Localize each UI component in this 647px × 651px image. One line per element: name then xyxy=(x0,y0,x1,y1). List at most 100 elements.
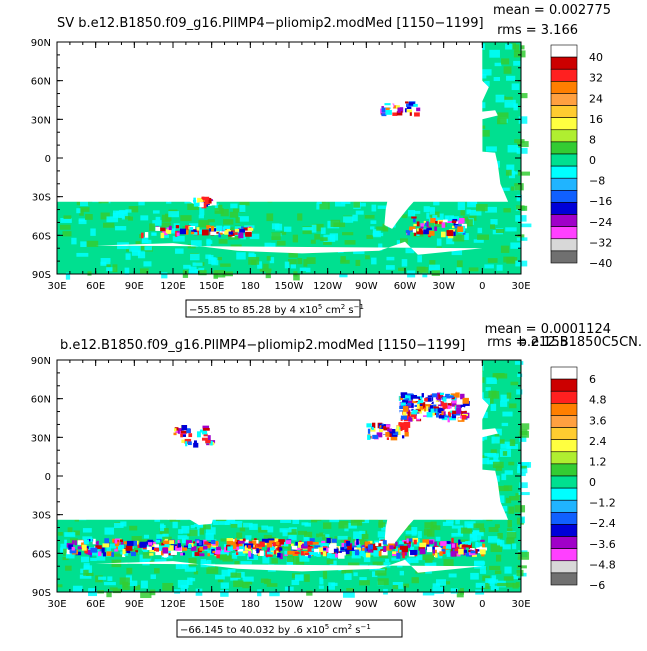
colorbar-swatch xyxy=(550,439,578,453)
lat-tick-label: 30N xyxy=(31,115,51,126)
lon-tick-label: 60W xyxy=(394,281,417,292)
eddy-activity xyxy=(141,101,467,239)
lon-tick-label: 30E xyxy=(47,599,66,610)
lat-tick-label: 30S xyxy=(32,511,51,522)
colorbar-label: −1.2 xyxy=(589,497,616,510)
colorbar-swatch xyxy=(550,427,578,440)
colorbar-label: −8 xyxy=(589,175,605,188)
lat-tick-label: 0 xyxy=(45,472,51,483)
colorbar: 6 4.8 3.6 2.4 1.2 0 −1.2 −2.4 −3.6 −4.8 −6 xyxy=(550,366,616,592)
lat-tick-label: 60N xyxy=(31,77,51,88)
lon-tick-label: 30E xyxy=(511,599,530,610)
colorbar-label: 2.4 xyxy=(589,435,607,448)
lat-tick-label: 90N xyxy=(31,38,51,49)
range-text: −66.145 to 40.032 by .6 x105 cm2 s−1 xyxy=(180,623,371,636)
colorbar-label: 0 xyxy=(589,476,596,489)
lat-tick-label: 60S xyxy=(32,549,51,560)
lon-tick-label: 120E xyxy=(160,281,185,292)
colorbar-swatch xyxy=(550,415,578,428)
colorbar-swatch xyxy=(550,214,578,227)
colorbar-swatch xyxy=(550,153,578,167)
colorbar-swatch xyxy=(550,487,578,501)
colorbar-label: 3.6 xyxy=(589,414,607,427)
colorbar-swatch xyxy=(550,105,578,118)
colorbar-label: 40 xyxy=(589,51,603,64)
colorbar-swatch xyxy=(550,366,578,380)
lat-tick-label: 30N xyxy=(31,433,51,444)
colorbar-label: −40 xyxy=(589,257,612,270)
lon-tick-label: 180 xyxy=(241,599,260,610)
rms-text: rms = 2.155 xyxy=(487,335,568,350)
eddy-activity xyxy=(64,392,488,560)
range-text: −55.85 to 85.28 by 4 x105 cm2 s−1 xyxy=(189,303,364,316)
colorbar-label: 16 xyxy=(589,113,603,126)
lat-tick-label: 90S xyxy=(32,588,51,599)
colorbar: 40 32 24 16 8 0 −8 −16 −24 −32 −40 xyxy=(550,44,612,270)
colorbar-swatch xyxy=(550,56,578,70)
lon-tick-label: 150E xyxy=(199,599,224,610)
lon-tick-label: 120W xyxy=(313,599,342,610)
lon-tick-label: 60E xyxy=(86,281,105,292)
lon-tick-label: 30W xyxy=(432,281,455,292)
lon-tick-label: 150E xyxy=(199,281,224,292)
lon-tick-label: 120E xyxy=(160,599,185,610)
colorbar-swatch xyxy=(550,202,578,215)
mean-text: mean = 0.0001124 xyxy=(485,322,611,337)
colorbar-swatch xyxy=(550,548,578,562)
lon-tick-label: 150W xyxy=(275,599,304,610)
colorbar-swatch xyxy=(550,117,578,131)
overlapping-label: b.e12.B1850C5CN. xyxy=(519,335,642,350)
colorbar-swatch xyxy=(550,93,578,106)
colorbar-swatch xyxy=(550,129,578,143)
lon-tick-label: 150W xyxy=(275,281,304,292)
colorbar-swatch xyxy=(550,81,578,94)
colorbar-label: −3.6 xyxy=(589,538,616,551)
colorbar-swatch xyxy=(550,475,578,489)
colorbar-swatch xyxy=(550,250,578,264)
colorbar-label: 6 xyxy=(589,373,596,386)
panel-title: b.e12.B1850.f09_g16.PlIMP4−pliomip2.modM… xyxy=(60,338,465,353)
colorbar-label: −24 xyxy=(589,216,612,229)
colorbar-label: 32 xyxy=(589,72,603,85)
lon-tick-label: 60W xyxy=(394,599,417,610)
lon-tick-label: 90W xyxy=(355,281,378,292)
colorbar-swatch xyxy=(550,572,578,586)
colorbar-swatch xyxy=(550,451,578,465)
colorbar-label: −2.4 xyxy=(589,517,616,530)
land-mask xyxy=(57,360,509,592)
colorbar-swatch xyxy=(550,536,578,549)
colorbar-swatch xyxy=(550,44,578,58)
lat-tick-label: 90S xyxy=(32,270,51,281)
lat-tick-label: 0 xyxy=(45,154,51,165)
range-box xyxy=(185,299,361,318)
colorbar-swatch xyxy=(550,524,578,537)
lon-tick-label: 30E xyxy=(47,281,66,292)
colorbar-label: 0 xyxy=(589,154,596,167)
colorbar-swatch xyxy=(550,390,578,404)
colorbar-swatch xyxy=(550,512,578,525)
lon-tick-label: 90E xyxy=(125,281,144,292)
rms-text: rms = 3.166 xyxy=(497,23,578,38)
lat-tick-label: 60S xyxy=(32,231,51,242)
colorbar-label: −6 xyxy=(589,579,605,592)
lon-tick-label: 120W xyxy=(313,281,342,292)
colorbar-swatch xyxy=(550,226,578,240)
lat-tick-label: 60N xyxy=(31,395,51,406)
colorbar-swatch xyxy=(550,68,578,82)
lon-tick-label: 60E xyxy=(86,599,105,610)
colorbar-label: 1.2 xyxy=(589,455,607,468)
lon-tick-label: 0 xyxy=(479,281,485,292)
colorbar-label: −4.8 xyxy=(589,558,616,571)
colorbar-swatch xyxy=(550,499,578,513)
lon-tick-label: 180 xyxy=(241,281,260,292)
colorbar-label: 24 xyxy=(589,92,603,105)
colorbar-swatch xyxy=(550,378,578,392)
colorbar-swatch xyxy=(550,165,578,179)
lon-tick-label: 90W xyxy=(355,599,378,610)
colorbar-swatch xyxy=(550,463,578,477)
lon-tick-label: 90E xyxy=(125,599,144,610)
lon-tick-label: 30W xyxy=(432,599,455,610)
colorbar-swatch xyxy=(550,141,578,155)
lat-tick-label: 30S xyxy=(32,193,51,204)
